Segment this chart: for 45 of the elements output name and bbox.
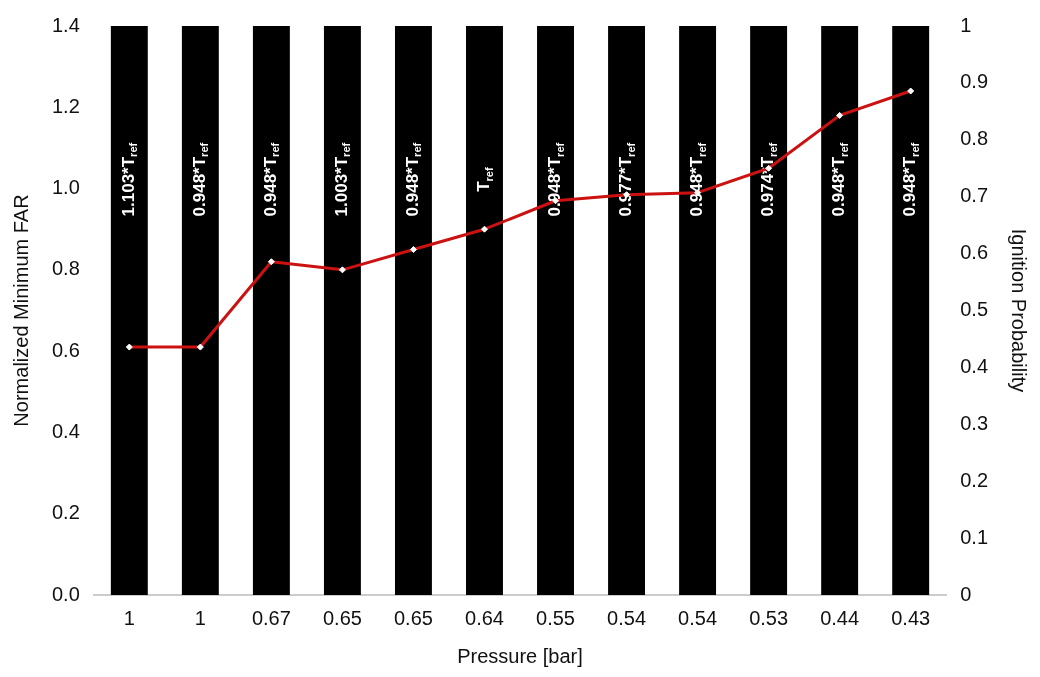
x-tick-label: 0.53 — [749, 606, 789, 629]
y-tick-label: 1.4 — [51, 13, 80, 36]
y2-tick-label: 0.7 — [960, 184, 989, 207]
x-tick-label: 0.55 — [536, 606, 575, 629]
y2-axis-title: Ignition Probability — [1008, 228, 1031, 393]
x-tick-label: 0.43 — [891, 606, 931, 629]
y-tick-label: 1.2 — [51, 94, 80, 117]
y2-tick-label: 0.1 — [960, 525, 989, 548]
x-tick-label: 1 — [123, 606, 135, 629]
y2-tick-label: 0.8 — [960, 127, 989, 150]
y-tick-label: 0.4 — [51, 419, 80, 442]
annotation: 0.948*Tref — [687, 142, 708, 217]
x-tick-label: 0.64 — [465, 606, 504, 629]
annotation: 1.103*Tref — [119, 142, 140, 217]
y2-tick-label: 0.6 — [960, 241, 989, 264]
annotation: 0.948*Tref — [545, 142, 566, 217]
y-axis-title: Normalized Minimum FAR — [9, 194, 32, 427]
annotation: 0.948*Tref — [261, 142, 282, 217]
annotation: 0.948*Tref — [829, 142, 850, 217]
x-tick-label: 1 — [194, 606, 206, 629]
y2-tick-label: 0.3 — [960, 411, 989, 434]
annotation: 0.948*Tref — [403, 142, 424, 217]
y-tick-label: 0.6 — [51, 338, 80, 361]
y2-tick-label: 0.4 — [960, 354, 989, 377]
y2-tick-label: 0 — [960, 582, 972, 605]
y-tick-label: 0.0 — [51, 582, 80, 605]
y-tick-label: 1.0 — [51, 176, 80, 199]
x-tick-label: 0.65 — [393, 606, 433, 629]
y2-tick-label: 0.5 — [960, 298, 989, 321]
y2-tick-label: 0.2 — [960, 468, 989, 491]
annotation: 0.948*Tref — [900, 142, 921, 217]
x-tick-label: 0.54 — [678, 606, 718, 629]
y2-tick-label: 0.9 — [960, 70, 989, 93]
y-tick-label: 0.8 — [51, 257, 80, 280]
x-tick-label: 0.67 — [251, 606, 291, 629]
x-tick-label: 0.54 — [607, 606, 647, 629]
x-tick-label: 0.44 — [820, 606, 860, 629]
annotation: 0.974*Tref — [758, 142, 779, 217]
y2-tick-label: 1 — [960, 13, 972, 36]
annotation: 0.948*Tref — [190, 142, 211, 217]
annotation: Tref — [474, 167, 495, 192]
y-tick-label: 0.2 — [51, 501, 80, 524]
x-axis-title: Pressure [bar] — [457, 644, 583, 667]
x-tick-label: 0.65 — [322, 606, 362, 629]
annotation: 1.003*Tref — [332, 142, 353, 217]
